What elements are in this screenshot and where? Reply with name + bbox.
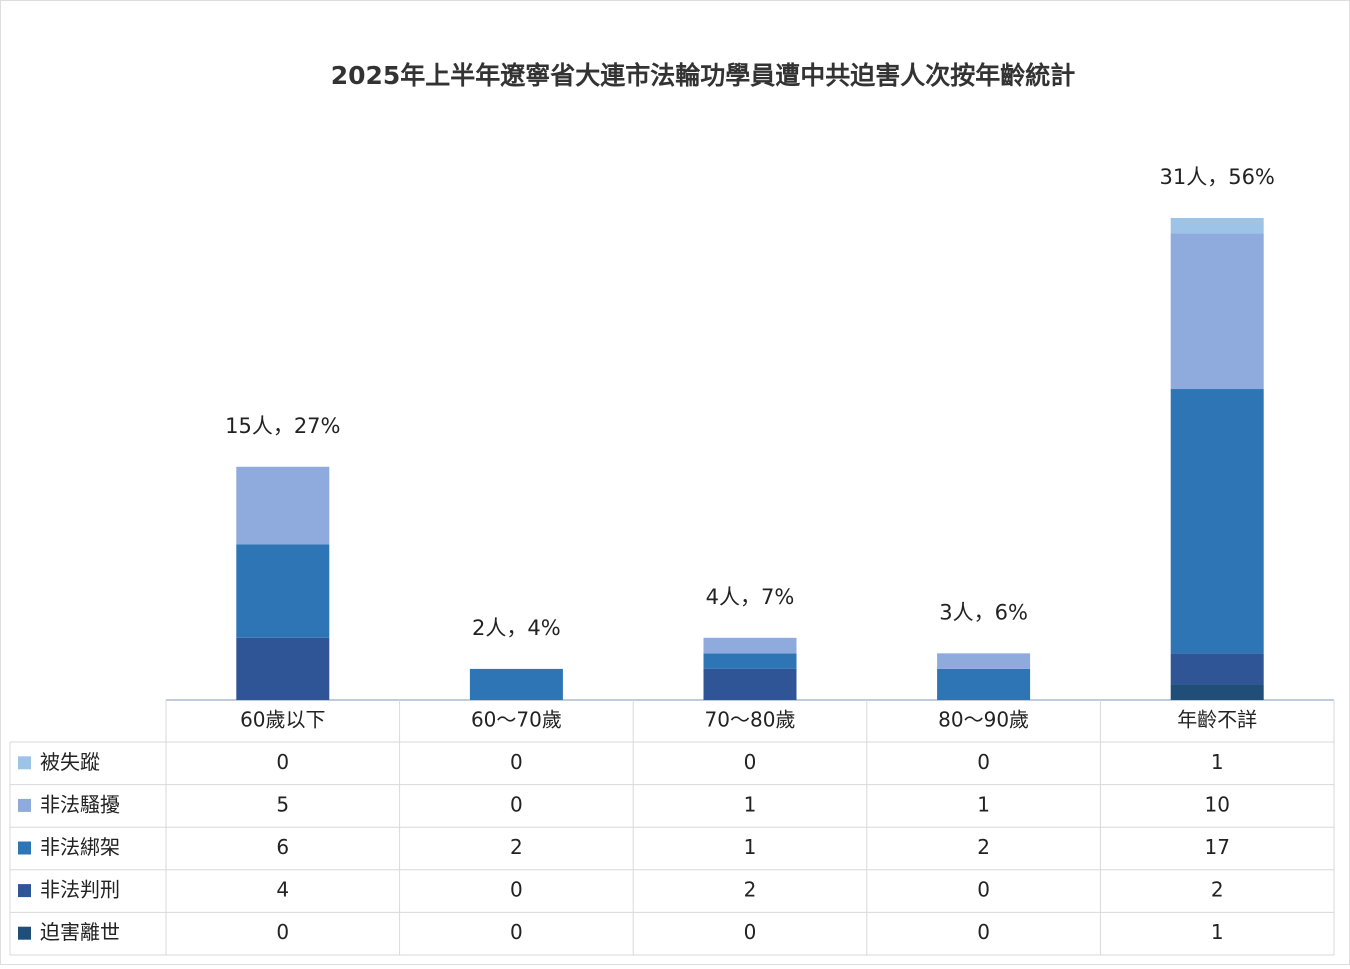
chart-title: 2025年上半年遼寧省大連市法輪功學員遭中共迫害人次按年齡統計 <box>331 61 1076 90</box>
total-label: 15人，27% <box>225 414 340 438</box>
bar-segment <box>703 668 797 700</box>
x-tick-label: 80～90歲 <box>938 708 1029 732</box>
legend-label: 迫害離世 <box>40 920 120 944</box>
table-value: 1 <box>1211 920 1224 944</box>
bar-segment <box>937 668 1031 700</box>
table-value: 0 <box>977 920 990 944</box>
table-value: 0 <box>276 750 289 774</box>
table-value: 10 <box>1204 792 1229 816</box>
total-label: 2人，4% <box>472 616 561 640</box>
bar-segment <box>469 668 563 700</box>
legend-label: 非法判刑 <box>40 878 120 902</box>
table-value: 2 <box>510 835 523 859</box>
table-value: 4 <box>276 878 289 902</box>
table-value: 0 <box>510 878 523 902</box>
bar-segment <box>1170 218 1264 234</box>
bar-segment <box>703 637 797 654</box>
total-label: 4人，7% <box>706 585 795 609</box>
table-value: 1 <box>744 792 757 816</box>
bar-segment <box>1170 233 1264 390</box>
x-tick-label: 60～70歲 <box>471 708 562 732</box>
table-value: 0 <box>977 878 990 902</box>
bar-segment <box>1170 684 1264 700</box>
table-value: 0 <box>276 920 289 944</box>
table-value: 1 <box>977 792 990 816</box>
bar-segment <box>937 653 1031 669</box>
bar-segment <box>236 637 330 700</box>
table-value: 0 <box>744 750 757 774</box>
total-label: 31人，56% <box>1159 165 1274 189</box>
bar-segment <box>703 653 797 669</box>
table-value: 0 <box>510 750 523 774</box>
table-value: 0 <box>744 920 757 944</box>
x-tick-label: 60歲以下 <box>240 708 325 732</box>
bar-segment <box>236 544 330 638</box>
legend-swatch <box>18 884 31 898</box>
table-value: 2 <box>1211 878 1224 902</box>
legend-swatch <box>18 798 31 812</box>
legend-label: 被失蹤 <box>40 750 100 774</box>
legend-label: 非法騷擾 <box>40 792 120 816</box>
table-value: 17 <box>1204 835 1229 859</box>
table-value: 0 <box>977 750 990 774</box>
bar-segment <box>1170 653 1264 685</box>
table-value: 2 <box>744 878 757 902</box>
legend-swatch <box>18 926 31 940</box>
table-value: 2 <box>977 835 990 859</box>
legend-swatch <box>18 756 31 770</box>
table-value: 6 <box>276 835 289 859</box>
table-value: 5 <box>276 792 289 816</box>
bar-segment <box>236 466 330 545</box>
table-value: 0 <box>510 920 523 944</box>
x-tick-label: 年齡不詳 <box>1177 708 1257 732</box>
table-value: 0 <box>510 792 523 816</box>
total-label: 3人，6% <box>939 600 1028 624</box>
bar-segment <box>1170 389 1264 654</box>
legend-label: 非法綁架 <box>40 835 120 859</box>
table-value: 1 <box>744 835 757 859</box>
table-value: 1 <box>1211 750 1224 774</box>
legend-swatch <box>18 841 31 855</box>
x-tick-label: 70～80歲 <box>705 708 796 732</box>
